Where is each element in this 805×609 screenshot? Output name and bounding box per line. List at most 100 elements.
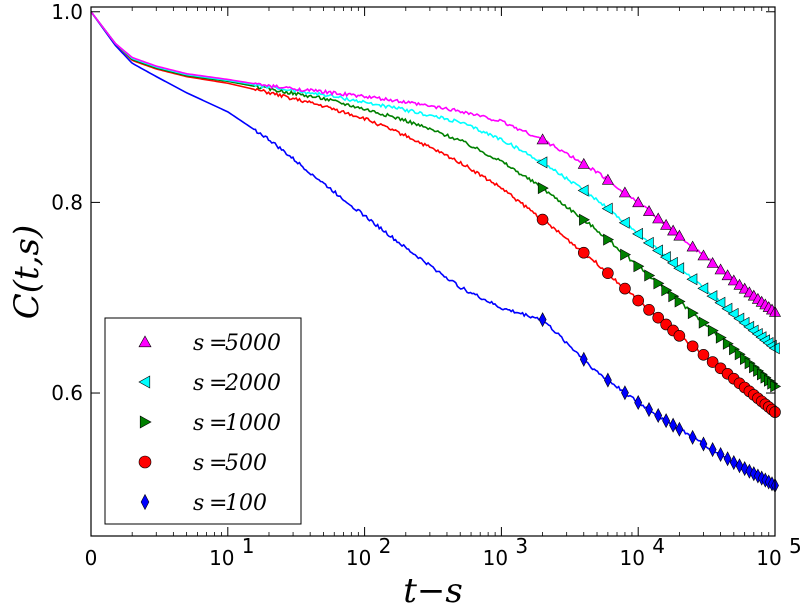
data-point xyxy=(666,256,678,269)
data-point xyxy=(619,282,631,295)
data-point xyxy=(722,337,734,350)
data-point xyxy=(706,356,719,368)
data-point xyxy=(618,216,630,229)
plot-frame xyxy=(90,6,776,537)
series-100 xyxy=(90,11,779,494)
data-point xyxy=(662,413,671,429)
data-point xyxy=(673,262,685,275)
data-point xyxy=(727,307,739,320)
data-point xyxy=(721,302,733,315)
legend-label-value: 500 xyxy=(225,451,267,476)
legend-label-s: s xyxy=(193,331,204,356)
series-2000 xyxy=(90,11,780,355)
data-point xyxy=(687,307,699,320)
data-point xyxy=(603,233,615,246)
data-point xyxy=(634,395,643,411)
data-point xyxy=(729,343,740,356)
x-tick-label: 0 xyxy=(85,546,98,570)
data-point xyxy=(577,157,590,169)
data-point xyxy=(686,240,699,252)
legend-label-value: 100 xyxy=(225,491,267,516)
legend-entry: s =100 xyxy=(140,491,267,516)
data-point xyxy=(538,312,547,328)
data-point xyxy=(669,417,678,433)
legend-label-eq: = xyxy=(209,451,227,476)
data-point xyxy=(721,269,734,281)
data-point xyxy=(579,213,590,226)
data-point xyxy=(729,455,738,471)
data-point xyxy=(632,227,643,240)
legend-entry: s =500 xyxy=(138,451,267,476)
legend-entry: s =5000 xyxy=(138,331,281,356)
data-point xyxy=(686,273,698,286)
data-point xyxy=(715,331,727,344)
legend-label-s: s xyxy=(193,491,204,516)
data-point xyxy=(749,466,758,482)
data-point xyxy=(667,224,680,236)
y-axis-title: C(t,s) xyxy=(7,225,47,319)
data-point xyxy=(643,304,655,316)
x-tick-label: 10 xyxy=(483,546,508,570)
series-500 xyxy=(90,11,781,418)
data-point xyxy=(673,229,686,241)
x-tick-label: 10 xyxy=(346,546,371,570)
data-point xyxy=(660,218,673,230)
legend-label-value: 1000 xyxy=(225,411,281,436)
data-point xyxy=(652,212,665,224)
data-point xyxy=(654,407,663,424)
data-point xyxy=(674,295,686,308)
data-point xyxy=(697,349,710,361)
data-point xyxy=(536,133,549,145)
x-tick-label: 10 xyxy=(756,546,781,570)
data-point xyxy=(642,236,654,249)
data-point xyxy=(706,290,718,303)
data-point xyxy=(579,351,588,367)
legend-marker xyxy=(140,493,150,511)
data-point xyxy=(723,451,732,467)
series-1000 xyxy=(90,11,782,393)
series-layer xyxy=(90,11,782,494)
x-axis-title: t−s xyxy=(403,571,463,609)
legend-label-value: 2000 xyxy=(224,371,281,396)
data-point xyxy=(708,442,717,458)
x-tick-label: 10 xyxy=(209,546,234,570)
x-tick-exponent: 5 xyxy=(789,534,802,558)
data-point xyxy=(716,446,725,463)
data-point xyxy=(714,263,727,275)
data-point xyxy=(642,205,656,216)
legend-label-eq: = xyxy=(209,331,227,356)
x-tick-exponent: 2 xyxy=(379,534,392,558)
data-point xyxy=(632,294,645,307)
legend-label-eq: = xyxy=(209,411,227,436)
data-point xyxy=(697,249,710,261)
legend-label-eq: = xyxy=(209,371,227,396)
data-point xyxy=(536,156,548,169)
data-point xyxy=(632,196,645,208)
x-tick-exponent: 1 xyxy=(242,534,255,558)
data-point xyxy=(673,330,686,342)
data-point xyxy=(618,186,631,198)
data-point xyxy=(653,277,665,290)
series-line-100 xyxy=(90,11,776,487)
legend-marker xyxy=(138,335,152,348)
legend-marker xyxy=(139,415,152,429)
data-point xyxy=(727,274,740,286)
x-tick-exponent: 3 xyxy=(515,534,528,558)
data-point xyxy=(733,278,746,290)
y-tick-label: 0.6 xyxy=(51,381,83,405)
legend-box xyxy=(104,317,302,525)
legend-label-value: 5000 xyxy=(225,331,281,356)
legend-marker xyxy=(138,455,152,469)
data-point xyxy=(652,244,663,257)
data-point xyxy=(686,340,699,353)
data-point xyxy=(620,248,632,261)
data-point xyxy=(644,269,656,282)
data-point xyxy=(601,202,613,215)
legend-label-eq: = xyxy=(209,491,227,516)
legend-entry: s =2000 xyxy=(138,371,281,396)
data-point xyxy=(602,267,614,279)
tick-layer: 0 10 1 10 2 10 3 10 4 10 5 0.6 0.8 1.0 xyxy=(51,0,802,570)
data-point xyxy=(659,251,671,264)
